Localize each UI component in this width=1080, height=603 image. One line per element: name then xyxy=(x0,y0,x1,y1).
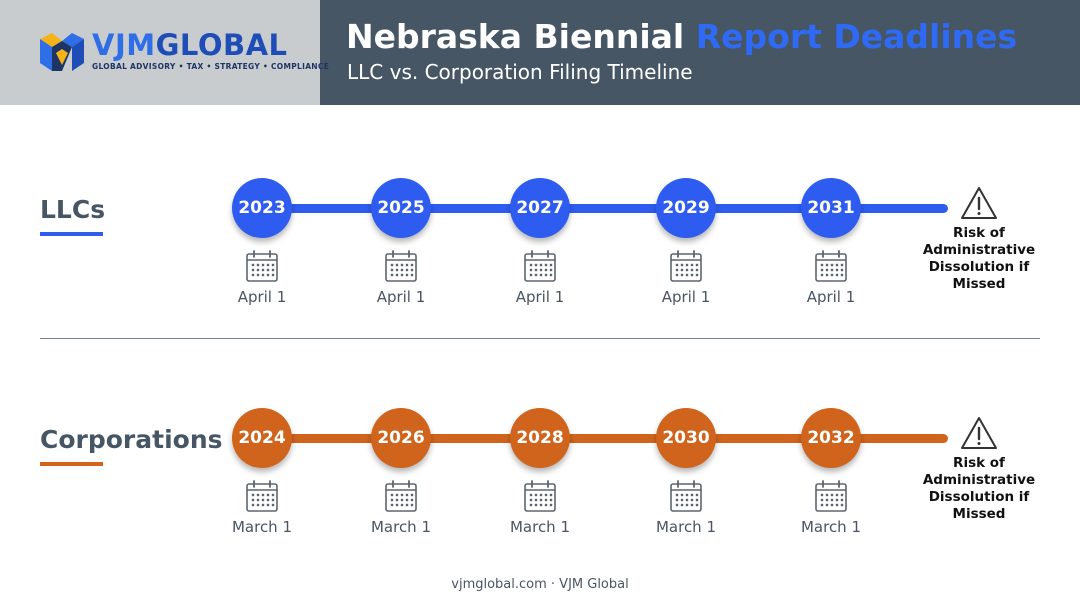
timeline-track xyxy=(258,203,948,213)
footer-credit: vjmglobal.com · VJM Global xyxy=(451,577,629,592)
warning-triangle-icon xyxy=(960,416,998,450)
year-node: 2027 xyxy=(510,178,570,238)
deadline-date-label: March 1 xyxy=(231,518,293,536)
deadline-date-label: April 1 xyxy=(661,288,711,306)
calendar-icon xyxy=(384,249,418,283)
warning-triangle-icon xyxy=(960,186,998,220)
deadline-date-label: April 1 xyxy=(806,288,856,306)
timeline-track xyxy=(258,433,948,443)
logo-panel: VJMGLOBAL GLOBAL ADVISORY • TAX • STRATE… xyxy=(0,0,329,105)
calendar-icon xyxy=(669,479,703,513)
deadline-date-label: April 1 xyxy=(237,288,287,306)
year-node: 2024 xyxy=(232,408,292,468)
risk-text-line: Dissolution if xyxy=(928,259,1030,275)
risk-text-line: Risk of xyxy=(953,455,1005,471)
page-subtitle: LLC vs. Corporation Filing Timeline xyxy=(347,60,693,84)
risk-warning-text: Risk of Administrative Dissolution if Misse… xyxy=(914,225,1044,293)
year-node: 2028 xyxy=(510,408,570,468)
calendar-icon xyxy=(814,479,848,513)
risk-text-line: Missed xyxy=(952,276,1006,292)
section-divider xyxy=(40,338,1040,339)
year-node: 2023 xyxy=(232,178,292,238)
row-label-llcs: LLCs xyxy=(40,195,106,224)
year-node: 2025 xyxy=(371,178,431,238)
risk-text-line: Risk of xyxy=(953,225,1005,241)
row-label-corporations: Corporations xyxy=(40,425,223,454)
calendar-icon xyxy=(245,249,279,283)
deadline-date-label: March 1 xyxy=(509,518,571,536)
logo-tagline: GLOBAL ADVISORY • TAX • STRATEGY • COMPL… xyxy=(92,62,330,71)
risk-text-line: Administrative xyxy=(922,472,1036,488)
calendar-icon xyxy=(384,479,418,513)
row-underline-llcs xyxy=(40,232,103,236)
risk-warning-text: Risk of Administrative Dissolution if Misse… xyxy=(914,455,1044,523)
logo-wordmark: VJMGLOBAL xyxy=(92,28,288,62)
calendar-icon xyxy=(245,479,279,513)
deadline-date-label: March 1 xyxy=(800,518,862,536)
calendar-icon xyxy=(523,479,557,513)
page-title: Nebraska Biennial Report Deadlines xyxy=(346,17,1018,56)
calendar-icon xyxy=(669,249,703,283)
year-node: 2032 xyxy=(801,408,861,468)
risk-text-line: Dissolution if xyxy=(928,489,1030,505)
year-node: 2031 xyxy=(801,178,861,238)
deadline-date-label: April 1 xyxy=(515,288,565,306)
year-node: 2029 xyxy=(656,178,716,238)
risk-text-line: Administrative xyxy=(922,242,1036,258)
deadline-date-label: March 1 xyxy=(370,518,432,536)
deadline-date-label: April 1 xyxy=(376,288,426,306)
deadline-date-label: March 1 xyxy=(655,518,717,536)
calendar-icon xyxy=(523,249,557,283)
risk-text-line: Missed xyxy=(952,506,1006,522)
calendar-icon xyxy=(814,249,848,283)
vjm-logo-mark-icon xyxy=(40,33,84,71)
row-underline-corporations xyxy=(40,462,103,466)
year-node: 2030 xyxy=(656,408,716,468)
year-node: 2026 xyxy=(371,408,431,468)
